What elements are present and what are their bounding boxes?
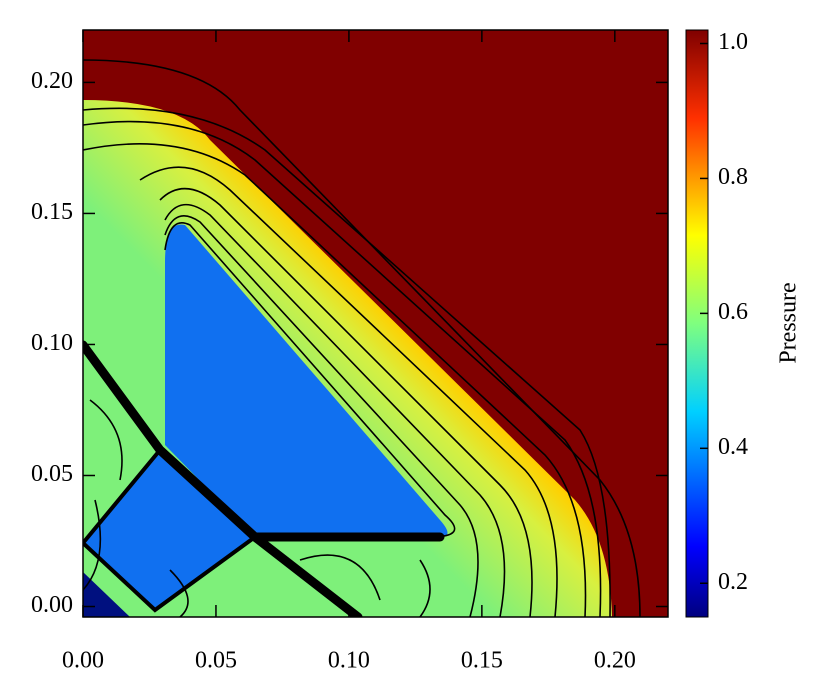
colorbar-label: Pressure [776, 282, 802, 363]
colorbar-tick-label: 1.0 [718, 29, 748, 55]
y-tick-label: 0.15 [31, 199, 73, 225]
x-tick-label: 0.10 [328, 648, 370, 674]
colorbar-tick-label: 0.8 [718, 164, 748, 190]
x-tick-label: 0.15 [461, 648, 503, 674]
colorbar-tick-label: 0.2 [718, 569, 748, 595]
x-tick-label: 0.20 [594, 648, 636, 674]
y-tick-label: 0.10 [31, 330, 73, 356]
colorbar-tick-label: 0.6 [718, 299, 748, 325]
colorbar-tick-label: 0.4 [718, 434, 748, 460]
contour-lines [83, 59, 641, 617]
field [83, 30, 668, 617]
x-tick-label: 0.05 [195, 648, 237, 674]
colorbar [685, 29, 709, 618]
plot-frame [82, 29, 669, 618]
y-tick-label: 0.00 [31, 592, 73, 618]
y-tick-label: 0.20 [31, 68, 73, 94]
x-tick-label: 0.00 [62, 648, 104, 674]
y-tick-label: 0.05 [31, 461, 73, 487]
